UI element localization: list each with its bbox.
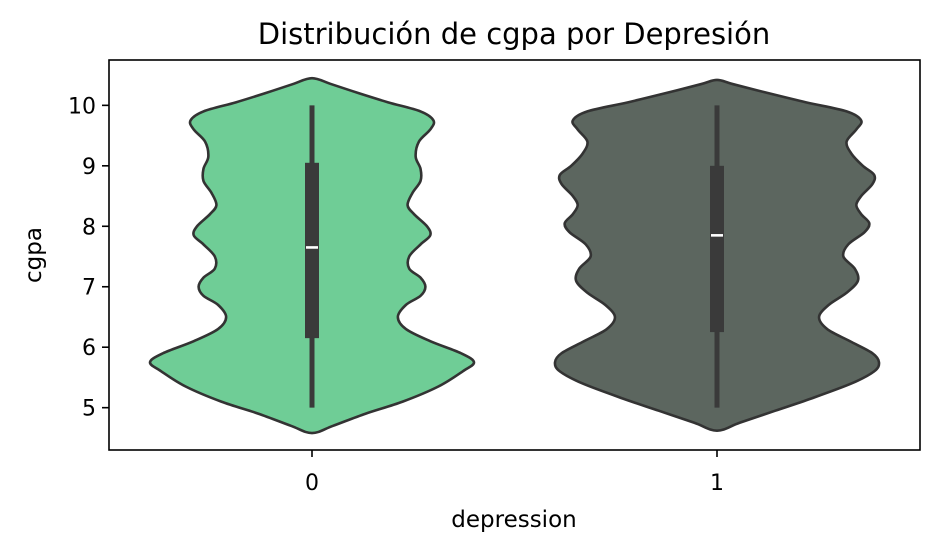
y-axis: 5 6 7 8 9 10	[68, 94, 109, 422]
y-tick-label: 5	[82, 397, 96, 422]
x-tick-label: 1	[710, 471, 724, 496]
x-tick-label: 0	[305, 471, 319, 496]
iqr-box-1	[710, 165, 724, 333]
plot-area	[148, 76, 881, 435]
y-tick-label: 8	[82, 215, 96, 240]
x-axis-label: depression	[451, 507, 576, 533]
violin-group-1	[553, 78, 881, 432]
iqr-box-0	[305, 162, 319, 339]
y-tick-label: 9	[82, 155, 96, 180]
y-tick-label: 7	[82, 276, 96, 301]
y-tick-label: 6	[82, 336, 96, 361]
violin-group-0	[148, 76, 476, 435]
y-axis-label: cgpa	[21, 227, 47, 283]
plot-frame	[108, 59, 921, 451]
chart-title: Distribución de cgpa por Depresión	[258, 17, 770, 51]
y-tick-label: 10	[68, 94, 96, 119]
